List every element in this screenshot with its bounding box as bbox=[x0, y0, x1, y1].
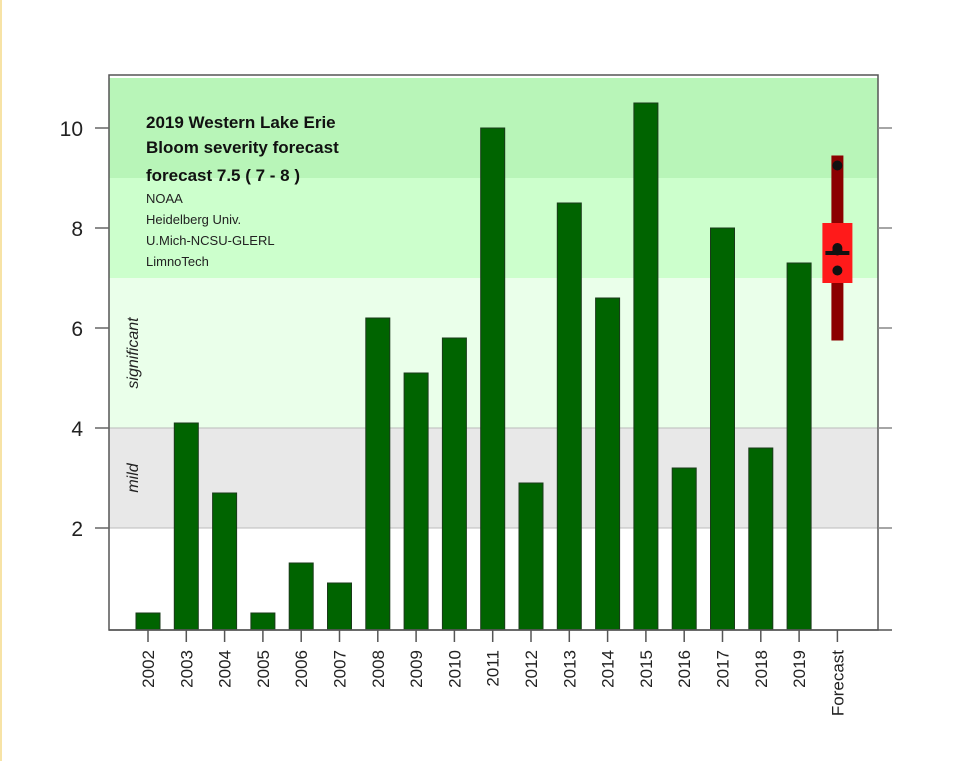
image-left-border bbox=[0, 0, 2, 761]
bar-2019 bbox=[786, 262, 812, 631]
x-tick-label: 2008 bbox=[369, 650, 388, 688]
x-tick-label: 2016 bbox=[675, 650, 694, 688]
bar-2014 bbox=[595, 297, 621, 631]
bar-2016 bbox=[671, 467, 697, 631]
bar-2013 bbox=[556, 202, 582, 631]
x-tick-label: 2013 bbox=[560, 650, 579, 688]
x-tick-label: 2003 bbox=[177, 650, 196, 688]
credit-line: NOAA bbox=[146, 191, 183, 206]
bar-2010 bbox=[441, 337, 467, 631]
y-tick-label: 10 bbox=[60, 118, 83, 141]
x-tick-label: Forecast bbox=[828, 650, 847, 716]
x-tick-label: 2017 bbox=[714, 650, 733, 688]
zone-label-mild: mild bbox=[125, 462, 142, 492]
forecast-boxplot bbox=[822, 155, 853, 341]
bars bbox=[135, 102, 812, 631]
x-tick-label: 2009 bbox=[407, 650, 426, 688]
y-tick-label: 4 bbox=[71, 418, 83, 441]
forecast-model-point bbox=[832, 245, 843, 256]
bar-2007 bbox=[327, 582, 352, 631]
x-tick-label: 2010 bbox=[445, 650, 464, 688]
credit-line: LimnoTech bbox=[146, 254, 209, 269]
x-axis: 2002 2003 2004 2005 2006 2007 2008 2009 2010 2011… bbox=[109, 629, 892, 716]
x-tick-label: 2011 bbox=[484, 650, 503, 687]
bar-2004 bbox=[212, 492, 238, 631]
x-tick-label: 2002 bbox=[139, 650, 158, 688]
bar-2005 bbox=[250, 612, 276, 631]
x-tick-label: 2007 bbox=[331, 650, 350, 688]
credit-line: Heidelberg Univ. bbox=[146, 212, 241, 227]
x-tick-label: 2006 bbox=[292, 650, 311, 688]
forecast-model-point bbox=[832, 160, 843, 171]
bar-2002 bbox=[135, 612, 161, 631]
x-tick-label: 2015 bbox=[637, 650, 656, 688]
bar-2017 bbox=[710, 227, 735, 631]
forecast-model-point bbox=[832, 265, 843, 276]
x-tick-label: 2018 bbox=[752, 650, 771, 688]
bar-2003 bbox=[173, 422, 199, 631]
x-tick-label: 2005 bbox=[254, 650, 273, 688]
x-tick-label: 2012 bbox=[522, 650, 541, 688]
x-tick-label: 2004 bbox=[216, 650, 235, 688]
annotations: 2019 Western Lake Erie Bloom severity for… bbox=[125, 113, 339, 493]
bar-2012 bbox=[518, 482, 544, 631]
y-tick-label: 8 bbox=[71, 218, 83, 241]
x-tick-label: 2014 bbox=[599, 650, 618, 688]
bar-2011 bbox=[480, 127, 506, 631]
bar-2015 bbox=[633, 102, 659, 631]
bar-2018 bbox=[748, 447, 774, 631]
credit-line: U.Mich-NCSU-GLERL bbox=[146, 233, 275, 248]
bar-2009 bbox=[403, 372, 429, 631]
chart-title-line1: 2019 Western Lake Erie bbox=[146, 113, 336, 132]
y-axis: 2 4 6 8 10 bbox=[60, 118, 892, 541]
x-tick-label: 2019 bbox=[790, 650, 809, 688]
zone-label-significant: significant bbox=[125, 317, 142, 389]
bar-2006 bbox=[288, 562, 314, 631]
y-tick-label: 6 bbox=[71, 318, 83, 341]
y-tick-label: 2 bbox=[71, 518, 83, 541]
forecast-subtitle: forecast 7.5 ( 7 - 8 ) bbox=[146, 166, 300, 185]
chart-title-line2: Bloom severity forecast bbox=[146, 138, 339, 157]
bar-2008 bbox=[365, 317, 391, 631]
